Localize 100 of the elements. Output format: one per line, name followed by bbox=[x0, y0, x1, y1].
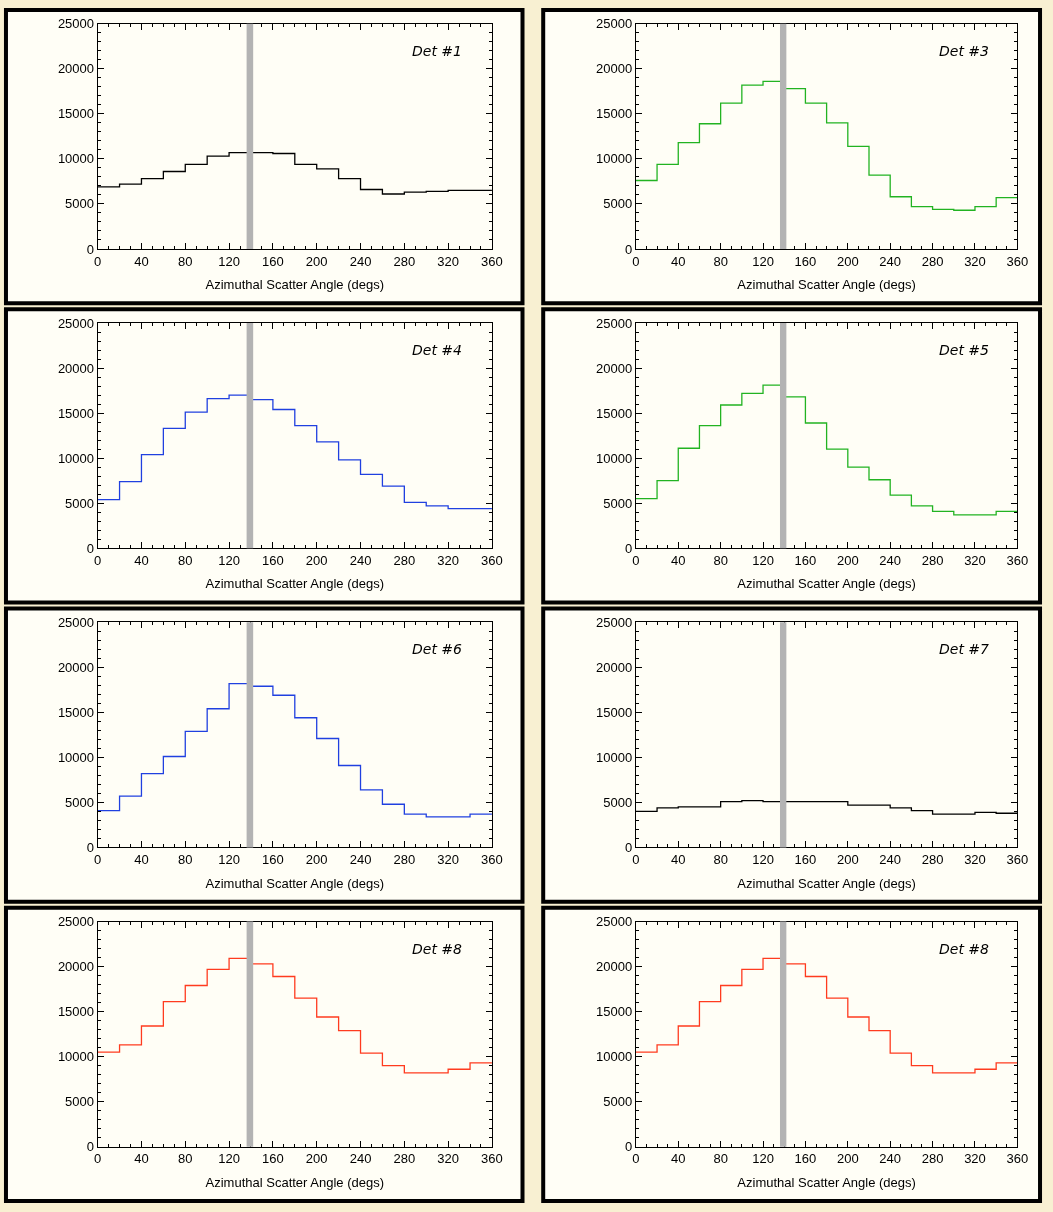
x-tick-label: 160 bbox=[262, 552, 284, 568]
x-tick-label: 120 bbox=[752, 1151, 774, 1167]
x-tick-label: 280 bbox=[393, 852, 416, 868]
annotation: Det #8 bbox=[412, 941, 463, 957]
annotation: Det #4 bbox=[412, 342, 462, 358]
x-tick-label: 120 bbox=[218, 852, 240, 868]
y-tick-label: 25000 bbox=[596, 16, 633, 32]
y-tick-label: 5000 bbox=[65, 495, 95, 511]
y-tick-label: 25000 bbox=[596, 614, 633, 630]
x-tick-label: 160 bbox=[794, 253, 817, 269]
y-tick-label: 20000 bbox=[57, 61, 95, 77]
x-tick-label: 320 bbox=[964, 1151, 986, 1167]
x-tick-label: 40 bbox=[671, 852, 686, 868]
x-tick-label: 40 bbox=[134, 552, 149, 568]
x-tick-label: 280 bbox=[393, 253, 416, 269]
x-tick-label: 200 bbox=[305, 852, 328, 868]
annotation: Det #1 bbox=[412, 43, 462, 59]
x-tick-label: 240 bbox=[349, 1151, 372, 1167]
x-tick-label: 200 bbox=[305, 552, 328, 568]
annotation: Det #6 bbox=[412, 641, 463, 657]
x-tick-label: 320 bbox=[964, 852, 986, 868]
y-tick-label: 0 bbox=[86, 840, 95, 856]
y-tick-label: 15000 bbox=[57, 704, 95, 720]
y-tick-label: 5000 bbox=[603, 794, 633, 810]
x-tick-label: 280 bbox=[921, 852, 944, 868]
y-tick-label: 15000 bbox=[596, 1004, 633, 1020]
x-tick-label: 320 bbox=[437, 253, 459, 269]
y-tick-label: 10000 bbox=[596, 1049, 633, 1065]
y-tick-label: 0 bbox=[86, 1139, 95, 1155]
y-tick-label: 10000 bbox=[57, 151, 95, 167]
annotation: Det #8 bbox=[939, 941, 990, 957]
x-tick-label: 360 bbox=[1006, 552, 1029, 568]
x-tick-label: 360 bbox=[481, 253, 503, 269]
x-tick-label: 40 bbox=[671, 552, 686, 568]
x-tick-label: 40 bbox=[671, 1151, 686, 1167]
x-tick-label: 200 bbox=[836, 852, 859, 868]
x-tick-label: 120 bbox=[752, 253, 774, 269]
y-tick-label: 25000 bbox=[57, 914, 95, 930]
y-tick-label: 25000 bbox=[57, 16, 95, 32]
x-tick-label: 320 bbox=[964, 552, 986, 568]
x-tick-label: 160 bbox=[794, 1151, 817, 1167]
x-tick-label: 200 bbox=[305, 1151, 328, 1167]
y-tick-label: 25000 bbox=[57, 614, 95, 630]
y-tick-label: 25000 bbox=[57, 315, 95, 331]
x-tick-label: 200 bbox=[836, 552, 859, 568]
x-tick-label: 160 bbox=[794, 852, 817, 868]
x-tick-label: 320 bbox=[437, 552, 459, 568]
x-tick-label: 240 bbox=[349, 552, 372, 568]
x-tick-label: 240 bbox=[349, 852, 372, 868]
y-tick-label: 0 bbox=[625, 540, 633, 556]
x-axis-title: Azimuthal Scatter Angle (degs) bbox=[205, 1174, 385, 1190]
x-tick-label: 240 bbox=[349, 253, 372, 269]
x-tick-label: 80 bbox=[178, 552, 193, 568]
y-tick-label: 15000 bbox=[596, 106, 633, 122]
x-tick-label: 120 bbox=[218, 253, 240, 269]
x-tick-label: 360 bbox=[481, 1151, 503, 1167]
x-tick-label: 200 bbox=[305, 253, 328, 269]
y-tick-label: 0 bbox=[625, 840, 633, 856]
y-tick-label: 15000 bbox=[596, 405, 633, 421]
x-axis-title: Azimuthal Scatter Angle (degs) bbox=[205, 576, 385, 592]
x-tick-label: 40 bbox=[671, 253, 686, 269]
x-tick-label: 360 bbox=[1006, 1151, 1029, 1167]
x-tick-label: 120 bbox=[218, 1151, 240, 1167]
y-tick-label: 5000 bbox=[603, 495, 633, 511]
y-tick-label: 25000 bbox=[596, 315, 633, 331]
x-tick-label: 360 bbox=[1006, 852, 1029, 868]
annotation: Det #7 bbox=[939, 641, 990, 657]
y-tick-label: 20000 bbox=[596, 959, 633, 975]
y-tick-label: 10000 bbox=[57, 1049, 95, 1065]
y-tick-label: 20000 bbox=[57, 360, 95, 376]
x-tick-label: 200 bbox=[836, 253, 859, 269]
y-tick-label: 25000 bbox=[596, 914, 633, 930]
x-tick-label: 320 bbox=[964, 253, 986, 269]
y-tick-label: 5000 bbox=[603, 1094, 633, 1110]
x-tick-label: 360 bbox=[481, 852, 503, 868]
y-tick-label: 10000 bbox=[596, 450, 633, 466]
y-tick-label: 20000 bbox=[57, 959, 95, 975]
x-tick-label: 200 bbox=[836, 1151, 859, 1167]
y-tick-label: 15000 bbox=[57, 1004, 95, 1020]
y-tick-label: 5000 bbox=[65, 794, 95, 810]
x-tick-label: 80 bbox=[713, 1151, 728, 1167]
y-tick-label: 10000 bbox=[57, 450, 95, 466]
x-tick-label: 240 bbox=[879, 852, 902, 868]
x-tick-label: 80 bbox=[178, 253, 193, 269]
x-tick-label: 80 bbox=[713, 552, 728, 568]
x-axis-title: Azimuthal Scatter Angle (degs) bbox=[737, 875, 916, 891]
x-tick-label: 160 bbox=[262, 253, 284, 269]
x-tick-label: 280 bbox=[393, 552, 416, 568]
x-tick-label: 360 bbox=[481, 552, 503, 568]
y-tick-label: 5000 bbox=[65, 196, 95, 212]
x-tick-label: 160 bbox=[262, 1151, 284, 1167]
x-tick-label: 80 bbox=[713, 852, 728, 868]
annotation: Det #3 bbox=[939, 43, 989, 59]
x-tick-label: 120 bbox=[752, 852, 774, 868]
y-tick-label: 5000 bbox=[603, 196, 633, 212]
x-tick-label: 40 bbox=[134, 852, 149, 868]
x-tick-label: 240 bbox=[879, 253, 902, 269]
x-tick-label: 360 bbox=[1006, 253, 1029, 269]
y-tick-label: 0 bbox=[625, 1139, 633, 1155]
x-axis-title: Azimuthal Scatter Angle (degs) bbox=[737, 277, 916, 293]
